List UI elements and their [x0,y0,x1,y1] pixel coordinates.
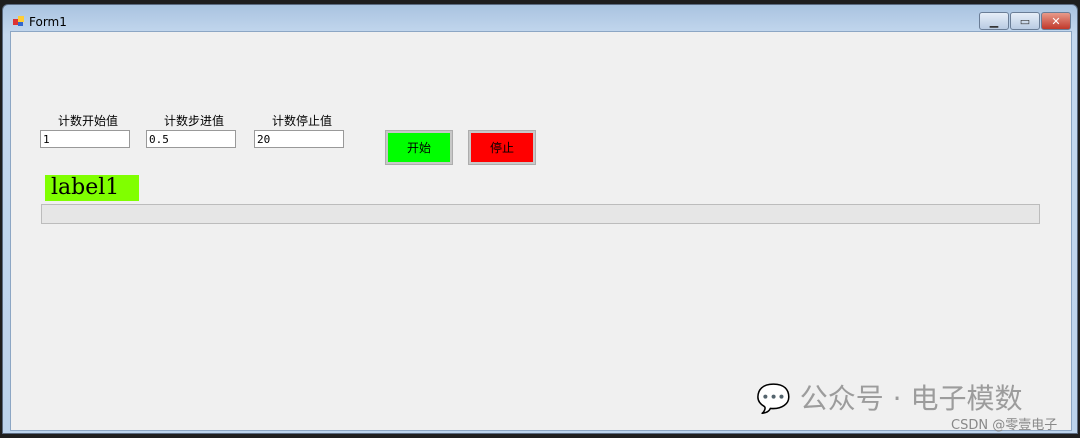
start-value-input[interactable]: 1 [40,130,130,148]
close-icon: ✕ [1051,14,1061,28]
form1-window: Form1 ▁ ▭ ✕ 计数开始值 计数步进值 计数停止值 1 0.5 20 开… [2,4,1078,434]
maximize-button[interactable]: ▭ [1010,12,1040,30]
stop-value-input[interactable]: 20 [254,130,344,148]
form-client-area: 计数开始值 计数步进值 计数停止值 1 0.5 20 开始 停止 label1 … [10,31,1072,433]
maximize-icon: ▭ [1019,14,1031,28]
start-value-label: 计数开始值 [58,114,119,128]
app-icon [13,16,25,27]
window-title: Form1 [29,15,67,29]
stop-value-label: 计数停止值 [272,114,333,128]
start-button[interactable]: 开始 [385,130,453,165]
stop-button[interactable]: 停止 [468,130,536,165]
minimize-button[interactable]: ▁ [979,12,1009,30]
label1: label1 [45,175,139,201]
watermark-main: 公众号 · 电子模数 [799,382,1023,415]
step-value-label: 计数步进值 [164,114,225,128]
watermark-sub: CSDN @零壹电子 [951,418,1058,433]
step-value-input[interactable]: 0.5 [146,130,236,148]
watermark-text: 💬 公众号 · 电子模数 [756,377,1022,417]
minimize-icon: ▁ [989,14,999,28]
wechat-icon: 💬 [756,382,791,415]
close-button[interactable]: ✕ [1041,12,1071,30]
progress-bar [41,204,1040,224]
